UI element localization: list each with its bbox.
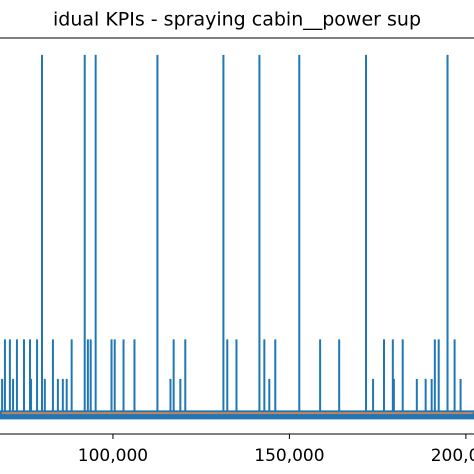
chart-title: idual KPIs - spraying cabin__power sup	[53, 9, 421, 31]
x-tick-label: 150,000	[254, 446, 324, 466]
x-tick-label: 100,000	[78, 446, 148, 466]
x-tick-label: 200,000	[431, 446, 474, 466]
